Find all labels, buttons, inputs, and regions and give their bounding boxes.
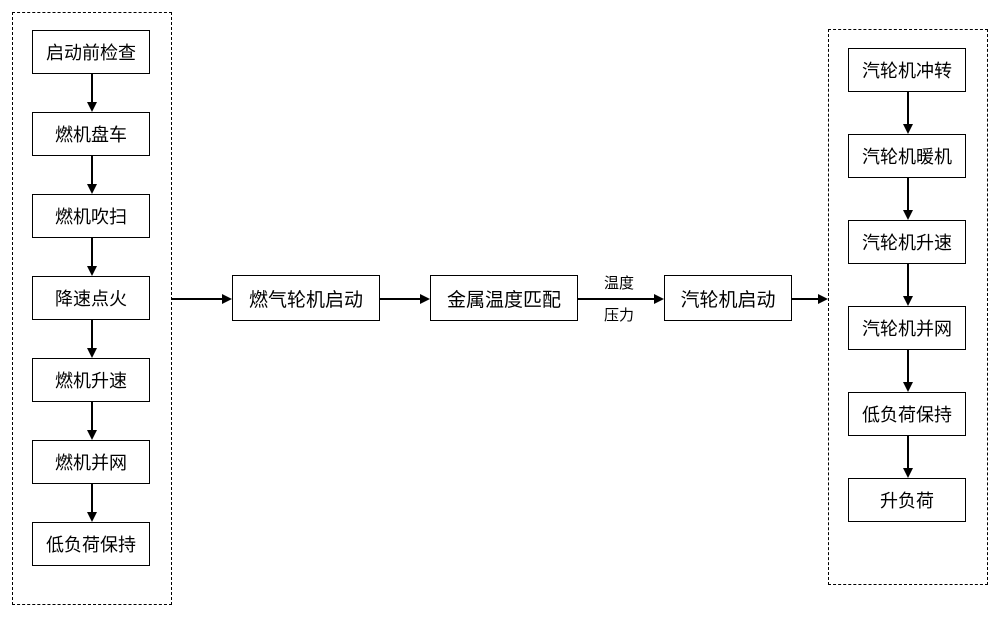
arrow-head [87, 266, 97, 276]
arrow-head [420, 294, 430, 304]
right-node: 低负荷保持 [848, 392, 966, 436]
arrow-head [87, 348, 97, 358]
right-node: 汽轮机并网 [848, 306, 966, 350]
arrow-head [818, 294, 828, 304]
arrow-line [91, 484, 93, 513]
arrow-line [91, 156, 93, 185]
arrow-head [903, 296, 913, 306]
arrow-line [792, 298, 819, 300]
arrow-line [907, 436, 909, 469]
arrow-line [380, 298, 421, 300]
arrow-line [907, 264, 909, 297]
arrow-head [87, 102, 97, 112]
left-node: 燃机盘车 [32, 112, 150, 156]
edge-label: 温度 [604, 272, 634, 293]
arrow-line [91, 320, 93, 349]
arrow-line [907, 350, 909, 383]
right-node: 升负荷 [848, 478, 966, 522]
arrow-line [91, 238, 93, 267]
arrow-line [172, 298, 223, 300]
arrow-head [903, 210, 913, 220]
left-node: 低负荷保持 [32, 522, 150, 566]
left-node: 燃机升速 [32, 358, 150, 402]
arrow-head [87, 512, 97, 522]
arrow-head [654, 294, 664, 304]
left-node: 燃机并网 [32, 440, 150, 484]
left-node: 降速点火 [32, 276, 150, 320]
edge-label: 压力 [604, 304, 634, 325]
arrow-line [91, 74, 93, 103]
center-node-c1: 燃气轮机启动 [232, 275, 380, 321]
arrow-head [87, 184, 97, 194]
arrow-line [91, 402, 93, 431]
left-node: 燃机吹扫 [32, 194, 150, 238]
right-node: 汽轮机冲转 [848, 48, 966, 92]
right-node: 汽轮机升速 [848, 220, 966, 264]
arrow-line [907, 92, 909, 125]
arrow-head [87, 430, 97, 440]
arrow-head [903, 124, 913, 134]
center-node-c3: 汽轮机启动 [664, 275, 792, 321]
arrow-head [903, 382, 913, 392]
arrow-head [903, 468, 913, 478]
arrow-line [907, 178, 909, 211]
arrow-line [578, 298, 655, 300]
left-node: 启动前检查 [32, 30, 150, 74]
right-node: 汽轮机暖机 [848, 134, 966, 178]
center-node-c2: 金属温度匹配 [430, 275, 578, 321]
arrow-head [222, 294, 232, 304]
